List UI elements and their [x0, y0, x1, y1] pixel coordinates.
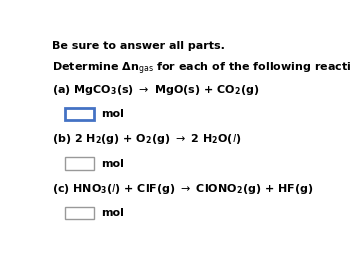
- FancyBboxPatch shape: [65, 207, 94, 219]
- Text: (c) HNO$\mathbf{_3}$($\mathit{l}$) + ClF(g) $\rightarrow$ ClONO$\mathbf{_2}$(g) : (c) HNO$\mathbf{_3}$($\mathit{l}$) + ClF…: [52, 182, 313, 196]
- FancyBboxPatch shape: [65, 108, 94, 121]
- Text: mol: mol: [101, 159, 124, 169]
- Text: (b) 2 H$\mathbf{_2}$(g) + O$\mathbf{_2}$(g) $\rightarrow$ 2 H$\mathbf{_2}$O($\ma: (b) 2 H$\mathbf{_2}$(g) + O$\mathbf{_2}$…: [52, 132, 241, 146]
- Text: Determine $\mathbf{\Delta n_{\mathrm{gas}}}$ for each of the following reactions: Determine $\mathbf{\Delta n_{\mathrm{gas…: [52, 60, 350, 77]
- FancyBboxPatch shape: [65, 157, 94, 170]
- Text: mol: mol: [101, 109, 124, 119]
- Text: Be sure to answer all parts.: Be sure to answer all parts.: [52, 41, 225, 51]
- Text: (a) MgCO$\mathbf{_3}$(s) $\rightarrow$ MgO(s) + CO$\mathbf{_2}$(g): (a) MgCO$\mathbf{_3}$(s) $\rightarrow$ M…: [52, 83, 259, 97]
- Text: mol: mol: [101, 208, 124, 218]
